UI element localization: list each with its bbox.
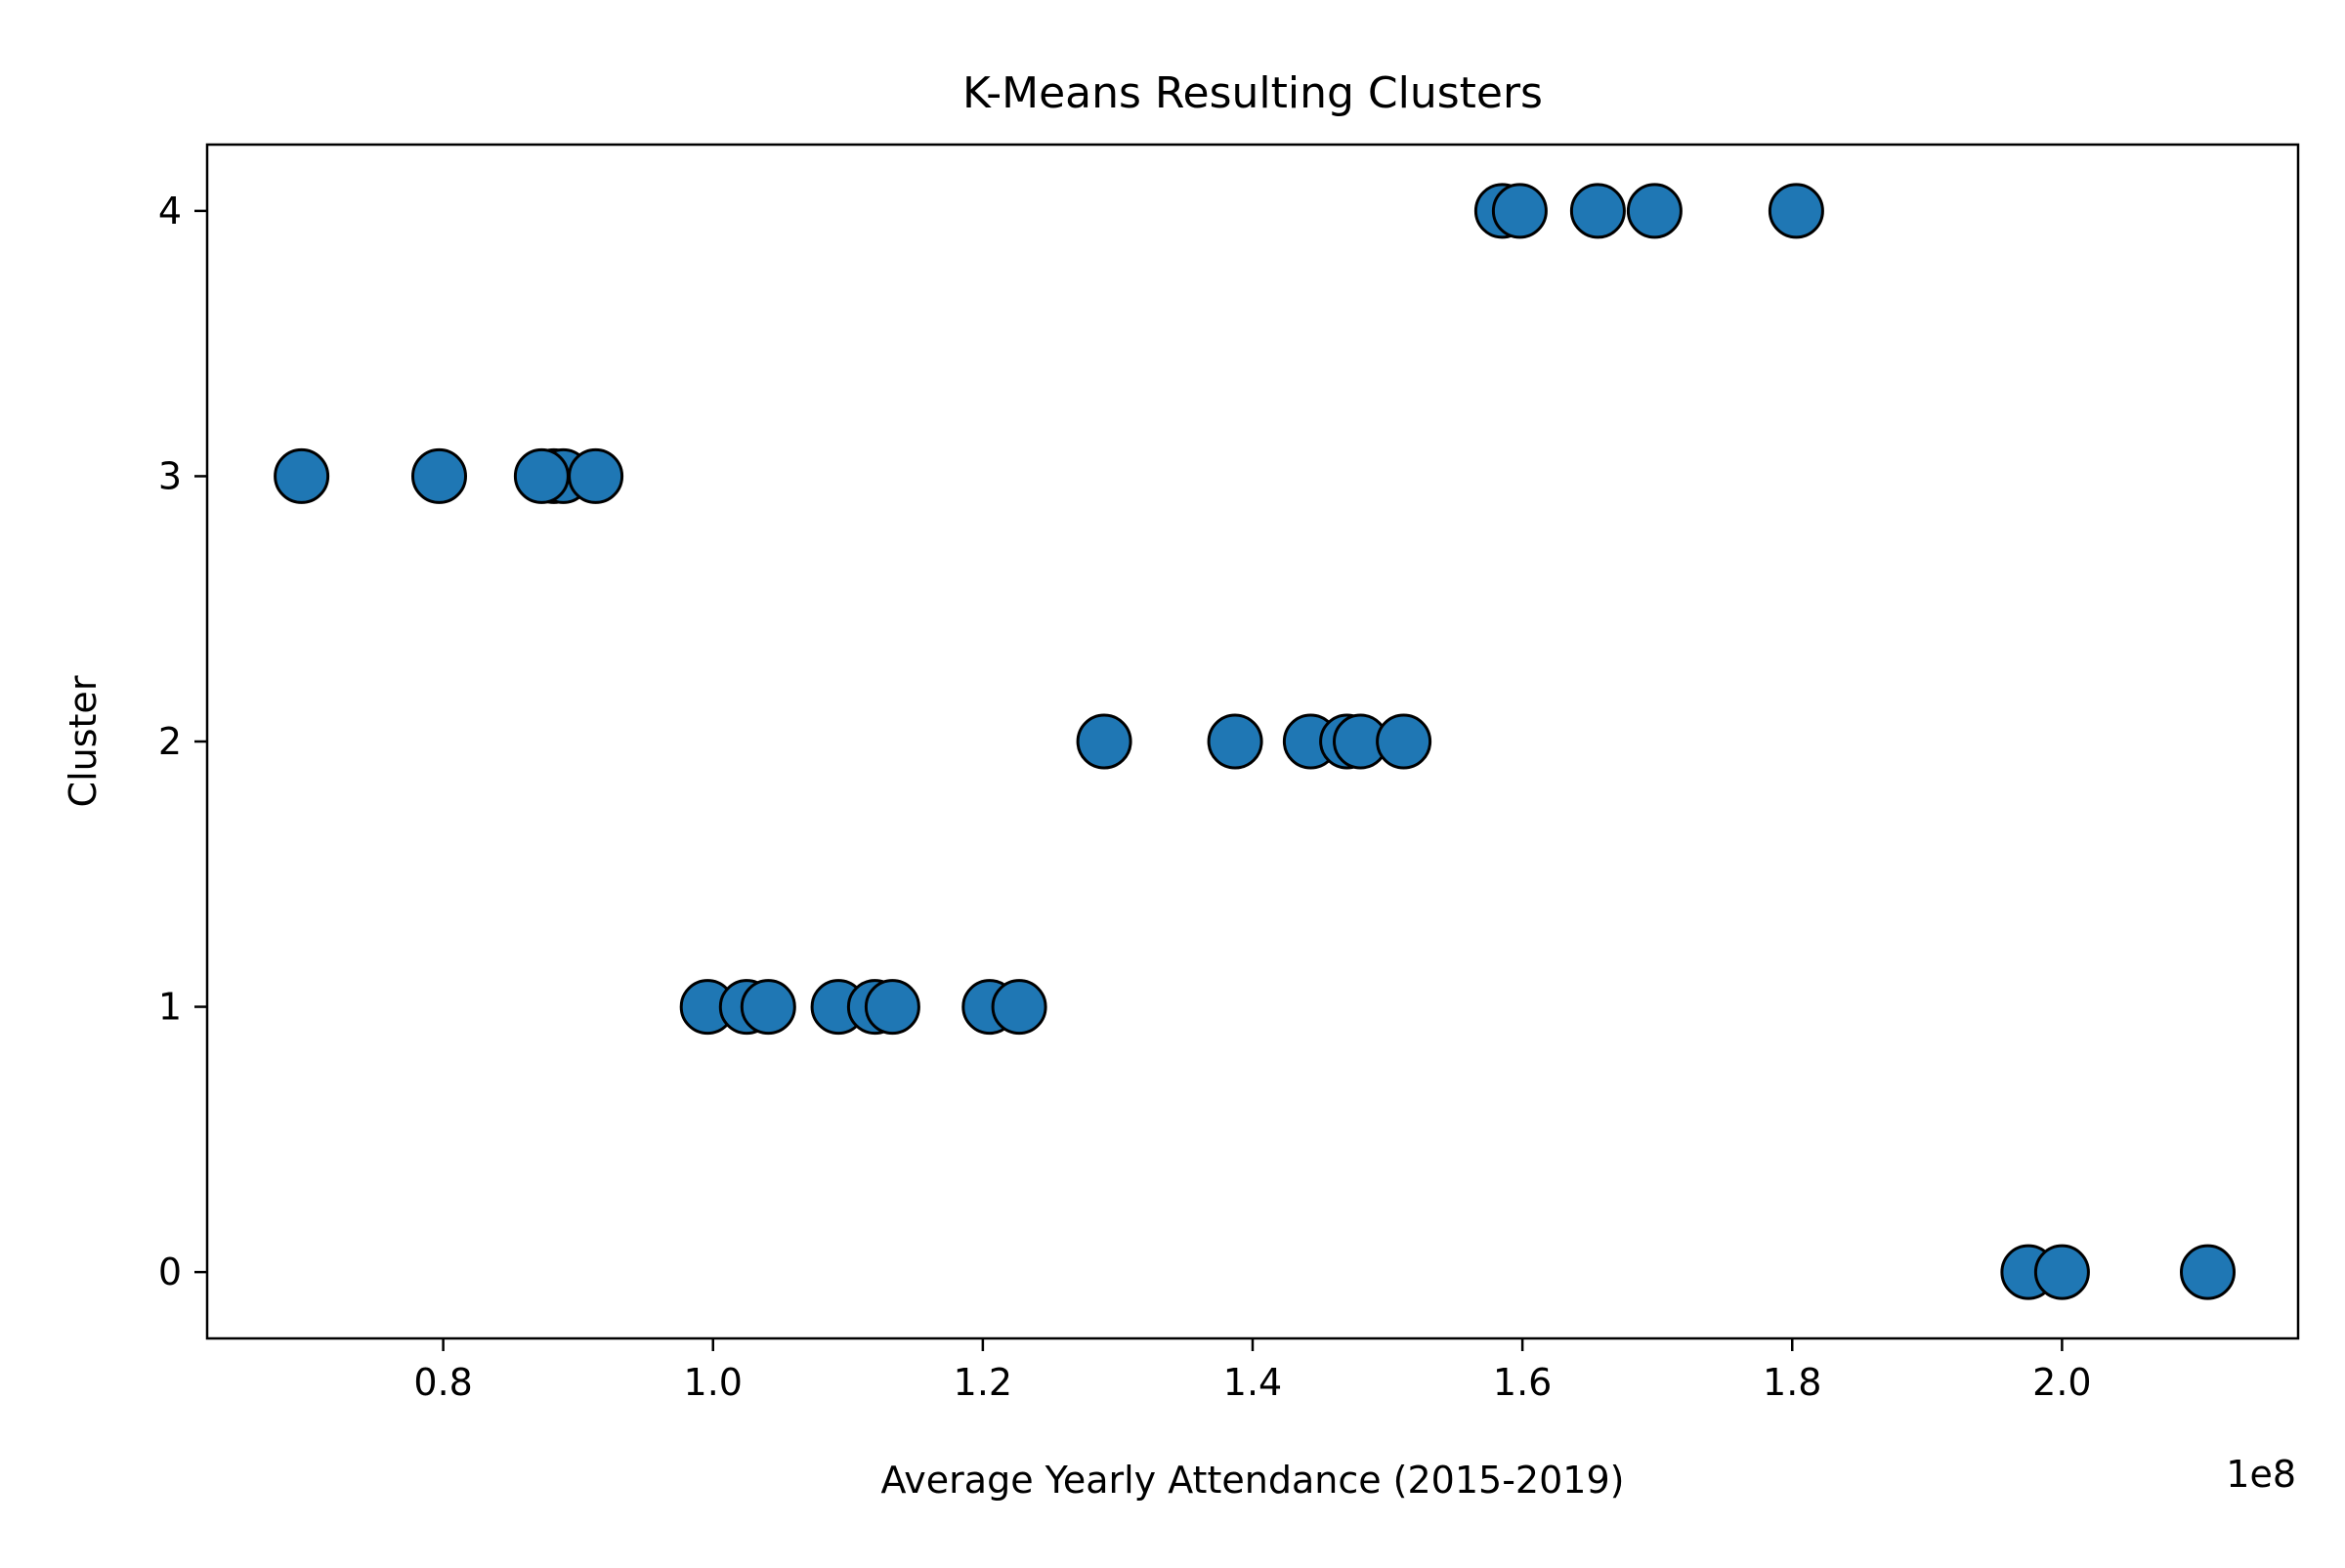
x-axis-ticks: 0.8 1.0 1.2 1.4 1.6 1.8 2.0: [413, 1338, 2092, 1404]
x-tick-label-5: 1.8: [1763, 1361, 1821, 1404]
data-point-26: [2033, 1244, 2090, 1300]
data-point-24: [991, 979, 1047, 1036]
data-point-27: [2180, 1244, 2236, 1300]
data-point-1: [1491, 183, 1548, 239]
x-tick-label-1: 1.0: [684, 1361, 743, 1404]
x-tick-label-6: 2.0: [2032, 1361, 2091, 1404]
data-point-5: [274, 447, 330, 504]
y-tick-label-0: 0: [158, 1250, 182, 1293]
x-axis-label: Average Yearly Attendance (2015-2019): [881, 1459, 1625, 1502]
data-point-6: [411, 447, 467, 504]
data-point-22: [864, 979, 920, 1036]
x-tick-label-3: 1.4: [1223, 1361, 1282, 1404]
data-point-2: [1569, 183, 1626, 239]
data-point-11: [1076, 713, 1132, 770]
x-tick-label-0: 0.8: [413, 1361, 472, 1404]
y-tick-label-1: 1: [158, 986, 182, 1029]
data-point-12: [1207, 713, 1263, 770]
chart-title: K-Means Resulting Clusters: [962, 68, 1543, 118]
data-points: [274, 183, 2236, 1300]
y-tick-label-2: 2: [158, 720, 182, 763]
data-point-3: [1626, 183, 1683, 239]
data-point-16: [1376, 713, 1432, 770]
y-tick-label-3: 3: [158, 454, 182, 497]
x-tick-label-2: 1.2: [954, 1361, 1012, 1404]
x-tick-label-4: 1.6: [1493, 1361, 1552, 1404]
data-point-10: [568, 447, 624, 504]
data-point-9: [513, 447, 570, 504]
data-point-19: [740, 979, 796, 1036]
y-axis-label: Cluster: [62, 675, 105, 807]
data-point-4: [1768, 183, 1824, 239]
x-axis-offset-label: 1e8: [2226, 1453, 2296, 1496]
y-axis-ticks: 0 1 2 3 4: [158, 190, 207, 1293]
y-tick-label-4: 4: [158, 190, 182, 233]
